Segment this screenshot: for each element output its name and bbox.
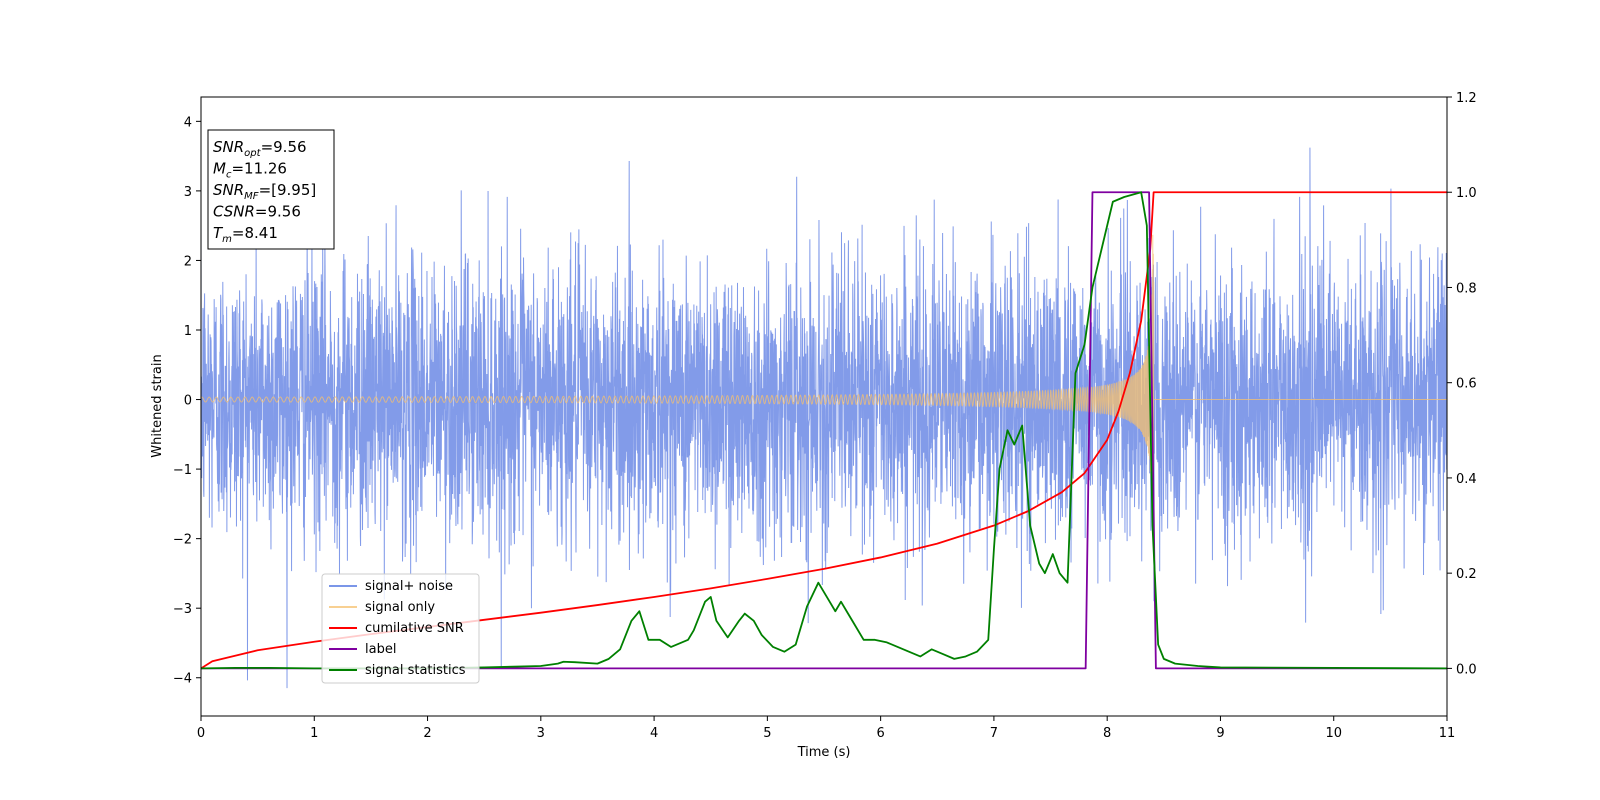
legend-entry-label: signal+ noise xyxy=(365,579,453,594)
y-left-tick-label: −2 xyxy=(173,533,192,548)
annotation-value: =9.56 xyxy=(261,138,307,156)
annotation-subscript: MF xyxy=(244,191,259,202)
annotation-value: =8.41 xyxy=(232,224,278,242)
series-label xyxy=(201,191,1447,670)
annotation-frame xyxy=(207,129,335,250)
y-axis-right: 0.0 0.2 0.4 0.6 0.8 1.0 1.2 xyxy=(1447,91,1477,677)
y-axis-left: −4 −3 −2 −1 0 1 2 3 4 xyxy=(173,115,201,687)
stats-annotation-box: SNRopt=9.56Mc=11.26SNRMF=[9.95]CSNR=9.56… xyxy=(207,129,335,250)
annotation-line: Mc=11.26 xyxy=(213,160,287,181)
y-axis-label-left: Whitened strain xyxy=(150,354,165,457)
y-right-tick-label: 0.0 xyxy=(1456,662,1477,677)
annotation-symbol: M xyxy=(213,160,226,178)
x-tick-label: 2 xyxy=(423,726,431,741)
x-axis-label: Time (s) xyxy=(797,745,851,760)
plot-frame xyxy=(200,96,1448,717)
annotation-line: SNRopt=9.56 xyxy=(213,138,307,159)
annotation-value: =[9.95] xyxy=(259,181,317,199)
legend-frame xyxy=(321,573,480,684)
y-left-tick-label: 2 xyxy=(184,254,192,269)
x-tick-label: 9 xyxy=(1216,726,1224,741)
legend-entry-label: signal statistics xyxy=(365,663,466,678)
annotation-line: CSNR=9.56 xyxy=(213,203,301,221)
annotation-line: Tm=8.41 xyxy=(213,224,278,245)
y-left-tick-label: −4 xyxy=(173,672,192,687)
annotation-subscript: m xyxy=(222,234,232,245)
annotation-subscript: opt xyxy=(244,148,261,159)
y-left-tick-label: −3 xyxy=(173,602,192,617)
y-right-tick-label: 0.6 xyxy=(1456,377,1477,392)
x-tick-label: 7 xyxy=(990,726,998,741)
y-right-tick-label: 0.4 xyxy=(1456,472,1477,487)
series-signal-statistics xyxy=(201,191,1447,670)
y-right-tick-label: 1.2 xyxy=(1456,91,1477,106)
x-tick-label: 0 xyxy=(197,726,205,741)
annotation-symbol: CSNR xyxy=(213,203,255,221)
y-left-tick-label: 3 xyxy=(184,185,192,200)
annotation-symbol: SNR xyxy=(213,138,244,156)
legend-entry-label: label xyxy=(365,642,396,657)
x-tick-label: 1 xyxy=(310,726,318,741)
x-tick-label: 10 xyxy=(1325,726,1342,741)
y-left-tick-label: 0 xyxy=(184,394,192,409)
series-layer xyxy=(201,147,1447,689)
x-tick-label: 3 xyxy=(537,726,545,741)
x-tick-label: 8 xyxy=(1103,726,1111,741)
annotation-value: =9.56 xyxy=(255,203,301,221)
annotation-symbol: SNR xyxy=(213,181,244,199)
y-right-tick-label: 0.2 xyxy=(1456,567,1477,582)
annotation-value: =11.26 xyxy=(231,160,287,178)
y-left-tick-label: 1 xyxy=(184,324,192,339)
x-tick-label: 6 xyxy=(876,726,884,741)
y-left-tick-label: 4 xyxy=(184,115,192,130)
annotation-subscript: c xyxy=(226,170,232,181)
y-right-tick-label: 1.0 xyxy=(1456,186,1477,201)
annotation-symbol: T xyxy=(213,224,224,242)
annotation-line: SNRMF=[9.95] xyxy=(213,181,316,202)
x-tick-label: 5 xyxy=(763,726,771,741)
y-left-tick-label: −1 xyxy=(173,463,192,478)
x-axis: 0 1 2 3 4 5 6 7 8 9 10 11 xyxy=(197,716,1455,741)
x-tick-label: 11 xyxy=(1439,726,1456,741)
x-tick-label: 4 xyxy=(650,726,658,741)
series-signal-noise xyxy=(201,147,1447,689)
legend-entry-label: cumilative SNR xyxy=(365,621,464,636)
series-signal-only xyxy=(201,234,1447,545)
legend-entry-label: signal only xyxy=(365,600,435,615)
legend: signal+ noise signal only cumilative SNR la… xyxy=(321,573,480,684)
y-right-tick-label: 0.8 xyxy=(1456,281,1477,296)
